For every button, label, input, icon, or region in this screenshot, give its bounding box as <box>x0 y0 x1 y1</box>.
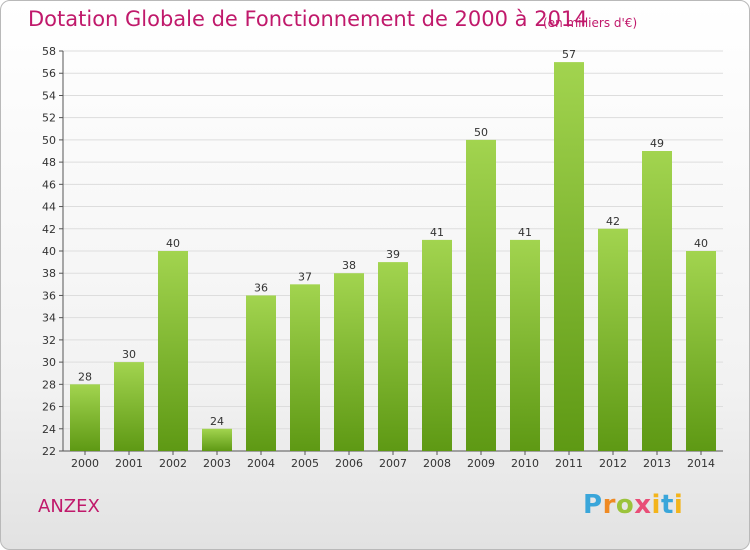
y-tick-label: 48 <box>42 156 56 169</box>
bar-2010 <box>510 239 540 451</box>
bar-2008 <box>422 239 452 451</box>
data-label: 41 <box>518 226 532 239</box>
bar-2007 <box>378 262 408 451</box>
x-tick-label: 2005 <box>291 457 319 470</box>
y-tick-label: 46 <box>42 178 56 191</box>
data-labels: 28 30 40 24 36 37 38 39 41 50 41 57 42 49 40 <box>78 48 708 428</box>
data-label: 38 <box>342 259 356 272</box>
chart-title: Dotation Globale de Fonctionnement de 20… <box>28 7 588 31</box>
bar-2002 <box>158 251 188 451</box>
x-tick-label: 2006 <box>335 457 363 470</box>
bar-2012 <box>598 228 628 451</box>
x-tick-label: 2001 <box>115 457 143 470</box>
x-tick-label: 2011 <box>555 457 583 470</box>
data-label: 37 <box>298 270 312 283</box>
proxiti-logo[interactable]: Proxiti <box>583 490 684 520</box>
y-tick-label: 54 <box>42 89 56 102</box>
x-tick-label: 2010 <box>511 457 539 470</box>
x-tick-label: 2004 <box>247 457 275 470</box>
chart-unit: (en milliers d'€) <box>543 16 638 30</box>
y-tick-label: 52 <box>42 112 56 125</box>
data-label: 40 <box>166 237 180 250</box>
x-tick-label: 2000 <box>71 457 99 470</box>
y-tick-label: 50 <box>42 134 56 147</box>
data-label: 30 <box>122 348 136 361</box>
y-tick-label: 32 <box>42 334 56 347</box>
x-tick-label: 2003 <box>203 457 231 470</box>
y-tick-label: 22 <box>42 445 56 458</box>
data-label: 40 <box>694 237 708 250</box>
x-tick-label: 2013 <box>643 457 671 470</box>
bar-2006 <box>334 273 364 451</box>
bar-2009 <box>466 139 496 451</box>
data-label: 50 <box>474 126 488 139</box>
y-tick-label: 26 <box>42 401 56 414</box>
bars <box>70 62 716 451</box>
bar-2011 <box>554 62 584 451</box>
y-tick-label: 38 <box>42 267 56 280</box>
y-tick-label: 44 <box>42 201 56 214</box>
x-tick-label: 2002 <box>159 457 187 470</box>
x-tick-label: 2007 <box>379 457 407 470</box>
data-label: 39 <box>386 248 400 261</box>
bar-2005 <box>290 284 320 451</box>
y-tick-label: 36 <box>42 289 56 302</box>
y-tick-label: 58 <box>42 45 56 58</box>
y-tick-label: 24 <box>42 423 56 436</box>
data-label: 42 <box>606 215 620 228</box>
bar-2003 <box>202 428 232 451</box>
bar-2013 <box>642 151 672 451</box>
bar-2000 <box>70 384 100 451</box>
axes: 22 24 26 28 30 32 34 36 38 40 42 44 46 48 50 52 54 56 58 20… <box>42 45 723 470</box>
data-label: 36 <box>254 281 268 294</box>
x-tick-label: 2014 <box>687 457 715 470</box>
y-tick-label: 34 <box>42 312 56 325</box>
data-label: 24 <box>210 415 224 428</box>
y-tick-label: 30 <box>42 356 56 369</box>
x-tick-label: 2008 <box>423 457 451 470</box>
x-tick-label: 2012 <box>599 457 627 470</box>
x-tick-label: 2009 <box>467 457 495 470</box>
commune-name: ANZEX <box>38 496 100 517</box>
y-tick-label: 56 <box>42 67 56 80</box>
data-label: 28 <box>78 370 92 383</box>
bar-2014 <box>686 251 716 451</box>
y-tick-label: 28 <box>42 378 56 391</box>
data-label: 41 <box>430 226 444 239</box>
y-tick-label: 40 <box>42 245 56 258</box>
y-tick-label: 42 <box>42 223 56 236</box>
data-label: 57 <box>562 48 576 61</box>
bar-2001 <box>114 362 144 451</box>
bar-2004 <box>246 295 276 451</box>
data-label: 49 <box>650 137 664 150</box>
